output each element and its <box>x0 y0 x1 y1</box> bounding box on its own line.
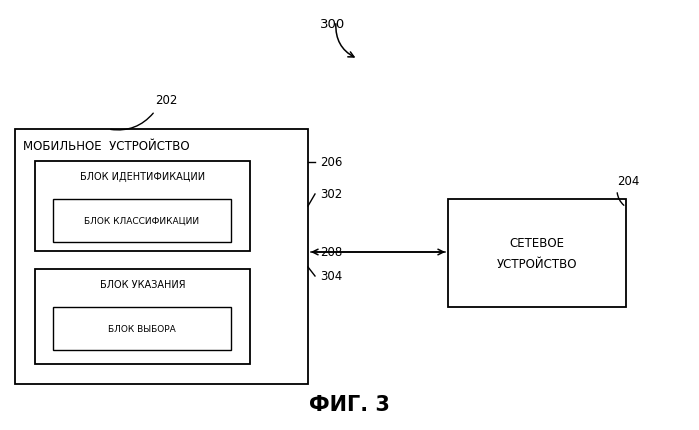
Text: БЛОК ВЫБОРА: БЛОК ВЫБОРА <box>108 324 176 333</box>
Text: МОБИЛЬНОЕ  УСТРОЙСТВО: МОБИЛЬНОЕ УСТРОЙСТВО <box>23 140 189 153</box>
Text: 208: 208 <box>320 246 343 259</box>
Text: БЛОК УКАЗАНИЯ: БЛОК УКАЗАНИЯ <box>100 280 185 289</box>
Text: ФИГ. 3: ФИГ. 3 <box>309 394 390 414</box>
Text: 206: 206 <box>320 156 343 169</box>
Text: БЛОК ИДЕНТИФИКАЦИИ: БЛОК ИДЕНТИФИКАЦИИ <box>80 172 205 181</box>
Bar <box>448 200 626 307</box>
Text: 202: 202 <box>155 94 178 107</box>
Bar <box>53 200 231 243</box>
Text: 300: 300 <box>320 18 345 31</box>
Bar <box>15 130 308 384</box>
Bar <box>35 269 250 364</box>
Text: 204: 204 <box>617 175 640 187</box>
Text: 304: 304 <box>320 270 343 283</box>
Bar <box>35 162 250 252</box>
Text: БЛОК КЛАССИФИКАЦИИ: БЛОК КЛАССИФИКАЦИИ <box>85 216 199 225</box>
Text: СЕТЕВОЕ
УСТРОЙСТВО: СЕТЕВОЕ УСТРОЙСТВО <box>497 237 577 270</box>
Text: 302: 302 <box>320 188 343 201</box>
Bar <box>53 307 231 350</box>
